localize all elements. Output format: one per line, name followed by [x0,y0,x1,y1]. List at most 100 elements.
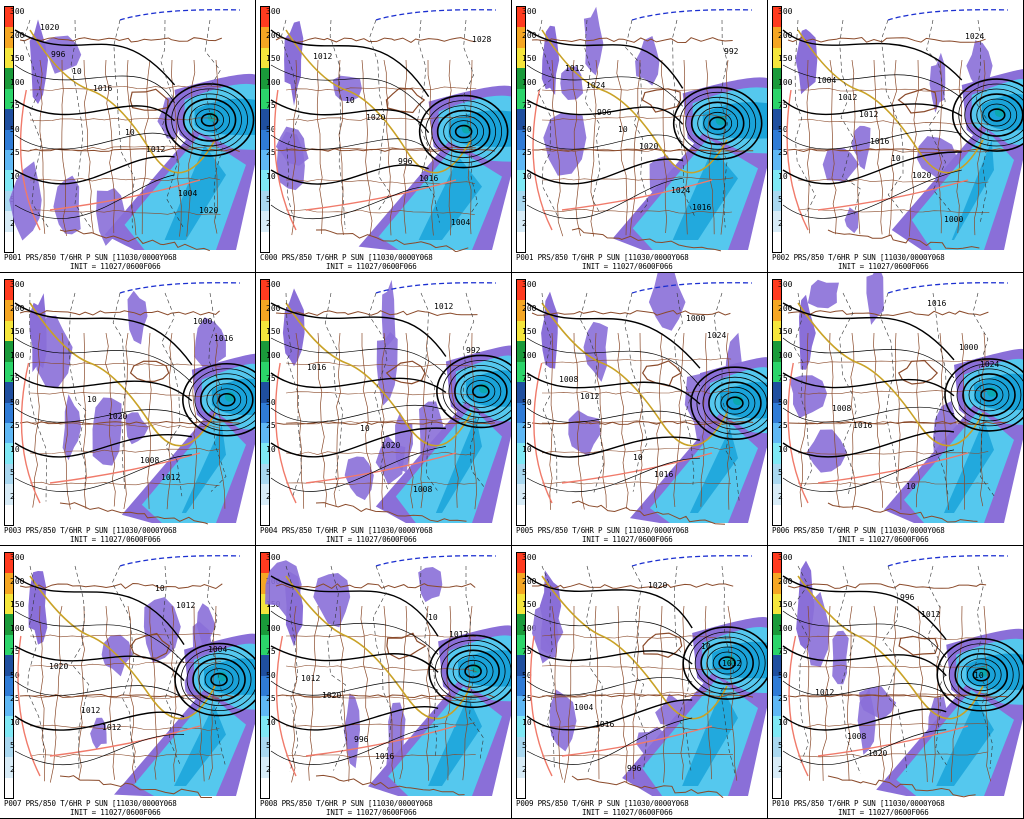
isobar [270,302,447,357]
panel-caption: P004 PRS/850 T/6HR P SUN [11030/0000Y068 [260,526,433,535]
isobar-label: 1020 [648,581,667,590]
isobar [782,99,963,117]
scale-tick-label: 50 [266,397,276,407]
isobar-label: 996 [597,108,612,117]
isobar [782,169,962,219]
isobar [14,302,193,366]
scale-tick-label: 5 [778,468,783,477]
border-line [797,148,990,154]
scale-tick-label: 300 [266,280,281,289]
scale-swatch [517,211,525,233]
light-precip-area [275,126,309,166]
isobar [782,610,947,658]
isobar-label: 1020 [639,142,658,151]
scale-swatch [261,463,269,485]
border-line [541,481,732,485]
panel-init-time: INIT = 11027/0600F066 [326,262,417,271]
scale-swatch [773,109,781,130]
scale-swatch [517,231,525,253]
temp-contour [329,19,346,229]
isobar [782,64,962,99]
temp-contour [794,19,816,215]
scale-swatch [517,190,525,212]
scale-tick-label: 150 [522,54,537,63]
isobar [466,380,496,403]
isobar-label: 10 [633,453,643,462]
border-line [594,605,600,780]
scale-swatch [261,300,269,322]
isobar-label: 1024 [980,360,999,369]
isobar [452,654,494,688]
isobar [436,109,491,154]
isobar-label: 10 [125,128,135,137]
heavy-precip-area [951,140,994,240]
border-line [425,605,431,781]
scale-tick-label: 150 [778,327,793,336]
border-line [705,59,715,235]
scale-tick-label: 25 [266,148,276,157]
scale-tick-label: 300 [266,553,281,562]
border-line [638,332,644,510]
isobar [702,376,767,430]
border-line [541,752,734,757]
light-precip-area [844,207,859,234]
isobar [782,430,955,458]
isobar-label: 1020 [868,749,887,758]
scale-tick-label: 300 [10,280,25,289]
scale-tick-label: 100 [522,350,537,360]
isobar [440,644,506,698]
temp-line-850 [119,282,241,294]
scale-swatch [5,129,13,151]
light-precip-area [648,273,686,331]
light-precip-area [92,397,122,466]
border-line [673,332,685,508]
light-precip-area [284,21,304,106]
isobar-label: 10 [360,424,370,433]
light-precip-area [789,375,828,418]
scale-tick-label: 25 [778,694,788,703]
border-line [797,178,989,184]
light-precip-area [418,567,443,603]
thickness-line-warm [275,635,457,777]
scale-tick-label: 150 [10,327,25,336]
scale-tick-label: 50 [10,124,20,134]
isobar [458,659,488,683]
isobar [700,641,754,685]
isobar-label: 1012 [859,110,878,119]
temp-contour [160,19,185,229]
border-line [726,332,731,510]
isobar [526,64,683,107]
isobar [696,371,767,435]
scale-swatch [261,280,269,301]
forecast-panel: 300 200 150 100 75 50 25 10 5 2 1012 1020 1024 1012 10… [768,0,1024,273]
border-line [285,86,477,92]
border-line [961,332,966,510]
scale-swatch [5,593,13,615]
scale-swatch [517,443,525,465]
isobar-label: 1012 [722,659,741,668]
panel-init-time: INIT = 11027/0600F066 [70,808,161,817]
scale-swatch [5,7,13,28]
isobar [171,88,248,152]
temp-contour [70,565,90,769]
scale-swatch [261,716,269,738]
scale-tick-label: 5 [266,195,271,204]
isobar-label: 1016 [654,470,673,479]
isobar-label: 1012 [102,723,121,732]
scale-tick-label: 150 [522,327,537,336]
scale-tick-label: 10 [266,171,276,181]
panel-caption: P001 PRS/850 T/6HR P SUN [11030/0000Y068 [4,253,177,262]
light-precip-area [127,290,148,345]
scale-swatch [5,27,13,49]
temp-contour [720,565,736,774]
temp-contour [28,292,47,502]
isobar [969,93,1023,137]
scale-swatch [517,47,525,69]
border-line [39,59,46,234]
border-line [797,88,987,92]
isobar-label: 1004 [178,189,197,198]
temp-contour [793,292,813,490]
scale-tick-label: 75 [10,101,20,110]
thickness-line-540 [541,29,728,174]
border-line [873,332,883,508]
